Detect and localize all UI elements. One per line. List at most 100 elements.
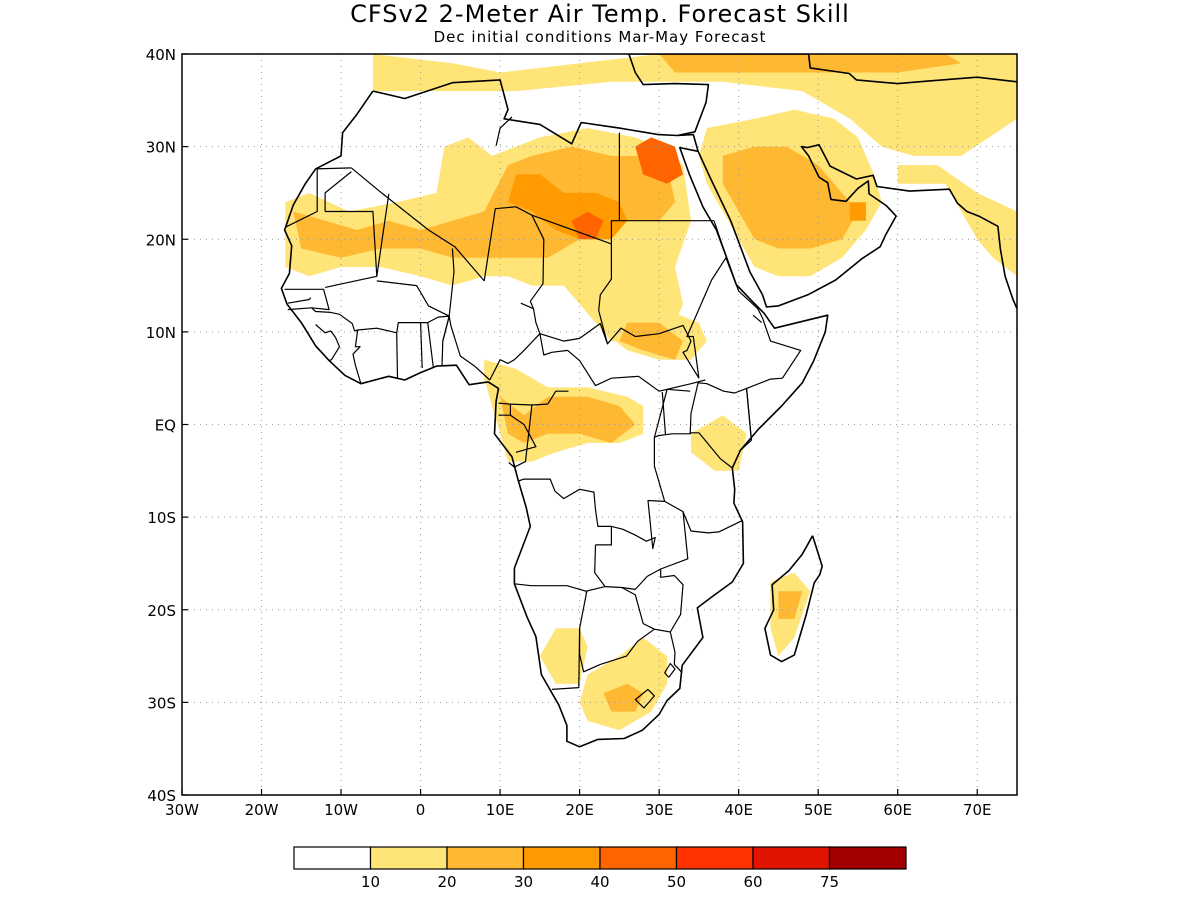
skill-region-17 (579, 637, 668, 731)
x-tick-label-0: 30W (165, 801, 199, 819)
border-12 (495, 116, 513, 146)
x-tick-label-7: 40E (724, 801, 753, 819)
border-40 (287, 297, 312, 304)
x-tick-label-9: 60E (883, 801, 912, 819)
border-49 (448, 315, 491, 381)
border-16 (498, 402, 548, 406)
border-20 (518, 432, 733, 550)
legend-label-4: 50 (667, 873, 686, 891)
longitude-axis: 30W 20W 10W 0 10E 20E 30E 40E 50E 60E 70E (165, 789, 992, 819)
border-3 (324, 171, 352, 212)
border-28 (660, 569, 684, 674)
skill-region-3 (635, 137, 683, 184)
legend-swatch-0 (293, 846, 372, 870)
border-21 (661, 392, 667, 435)
border-43 (357, 327, 399, 379)
legend-swatch-6 (752, 846, 831, 870)
border-48 (441, 315, 450, 367)
skill-region-10 (897, 165, 1017, 277)
legend-label-5: 60 (743, 873, 762, 891)
coastline-0 (280, 79, 829, 748)
x-tick-label-10: 70E (963, 801, 992, 819)
border-1 (315, 167, 352, 170)
border-31 (551, 628, 581, 690)
x-tick-label-6: 30E (645, 801, 674, 819)
border-44 (396, 315, 450, 333)
border-6 (376, 248, 455, 317)
y-tick-label-8: 40S (147, 787, 176, 805)
legend-label-1: 20 (437, 873, 456, 891)
border-23 (689, 382, 752, 441)
border-7 (483, 206, 533, 281)
x-tick-label-2: 10W (324, 801, 358, 819)
border-2 (285, 168, 318, 228)
y-tick-label-6: 20S (147, 602, 176, 620)
y-tick-label-0: 40N (146, 46, 176, 64)
x-tick-label-1: 20W (245, 801, 279, 819)
border-26 (595, 526, 613, 546)
border-19 (510, 414, 537, 453)
border-0 (351, 167, 485, 282)
legend-label-0: 10 (361, 873, 380, 891)
border-5 (376, 193, 390, 277)
skill-region-7 (850, 202, 866, 221)
skill-shading (285, 54, 1017, 731)
x-tick-label-3: 0 (416, 801, 426, 819)
y-tick-label-1: 30N (146, 139, 176, 157)
x-tick-label-4: 10E (486, 801, 515, 819)
border-4 (324, 210, 378, 288)
border-29 (579, 590, 588, 629)
y-tick-label-5: 10S (147, 509, 176, 527)
border-38 (752, 314, 763, 324)
x-tick-label-5: 20E (565, 801, 594, 819)
border-15 (547, 390, 569, 405)
y-tick-label-3: 10N (146, 324, 176, 342)
border-14 (539, 333, 706, 392)
skill-region-20 (778, 591, 803, 619)
border-22 (653, 388, 691, 438)
color-legend: 10 20 30 40 50 60 75 (293, 846, 907, 891)
y-tick-label-4: EQ (155, 417, 176, 435)
legend-label-2: 30 (514, 873, 533, 891)
coastlines (280, 54, 1017, 748)
border-25 (514, 511, 689, 592)
border-24 (664, 500, 743, 534)
legend-swatch-2 (446, 846, 525, 870)
coastline-4 (764, 535, 824, 663)
border-10 (610, 220, 714, 244)
legend-swatch-5 (675, 846, 754, 870)
skill-region-18 (603, 683, 644, 712)
border-13 (539, 322, 609, 345)
coastline-3 (627, 54, 1017, 85)
skill-region-16 (539, 628, 588, 684)
skill-region-12 (619, 322, 683, 360)
coastline-1 (628, 54, 710, 137)
skill-region-15 (691, 415, 747, 471)
border-33 (664, 662, 676, 678)
border-32 (621, 586, 655, 630)
legend-swatch-4 (599, 846, 678, 870)
legend-swatch-3 (522, 846, 601, 870)
border-8 (489, 214, 545, 381)
latitude-axis: 40N 30N 20N 10N EQ 10S 20S 30S 40S (146, 46, 188, 805)
chart-title: CFSv2 2-Meter Air Temp. Forecast Skill (350, 0, 850, 28)
x-tick-label-8: 50E (804, 801, 833, 819)
legend-label-3: 40 (590, 873, 609, 891)
skill-region-14 (500, 396, 636, 443)
border-45 (420, 322, 423, 369)
border-37 (713, 220, 728, 258)
border-34 (634, 688, 656, 709)
chart-subtitle: Dec initial conditions Mar-May Forecast (433, 28, 767, 46)
border-36 (686, 257, 802, 389)
border-39 (284, 288, 330, 311)
border-35 (739, 388, 753, 451)
border-30 (578, 628, 671, 673)
border-46 (427, 322, 434, 368)
legend-swatch-1 (369, 846, 448, 870)
legend-label-6: 75 (820, 873, 839, 891)
border-42 (315, 324, 341, 362)
border-27 (594, 544, 606, 587)
y-tick-label-7: 30S (147, 694, 176, 712)
border-50 (520, 302, 534, 310)
